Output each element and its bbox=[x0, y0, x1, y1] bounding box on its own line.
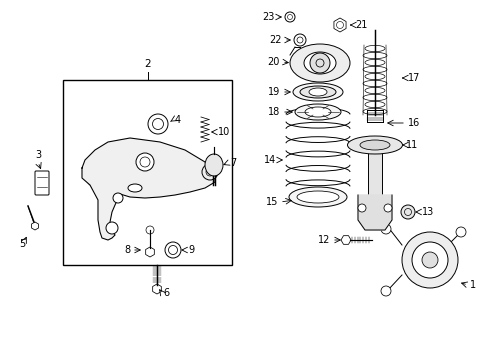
Text: 13: 13 bbox=[422, 207, 434, 217]
Text: 4: 4 bbox=[175, 115, 181, 125]
Text: 10: 10 bbox=[218, 127, 230, 137]
Circle shape bbox=[384, 204, 392, 212]
Circle shape bbox=[381, 224, 391, 234]
Ellipse shape bbox=[293, 83, 343, 101]
Ellipse shape bbox=[347, 136, 402, 154]
Text: 23: 23 bbox=[263, 12, 275, 22]
Circle shape bbox=[136, 153, 154, 171]
Circle shape bbox=[358, 204, 366, 212]
Ellipse shape bbox=[297, 191, 339, 203]
Circle shape bbox=[202, 164, 218, 180]
Text: 19: 19 bbox=[268, 87, 280, 97]
Text: 18: 18 bbox=[268, 107, 280, 117]
Ellipse shape bbox=[304, 52, 336, 74]
Ellipse shape bbox=[360, 140, 390, 150]
Text: 6: 6 bbox=[163, 288, 169, 298]
Text: 15: 15 bbox=[266, 197, 278, 207]
Text: 17: 17 bbox=[408, 73, 420, 83]
Ellipse shape bbox=[300, 86, 336, 98]
Text: 8: 8 bbox=[124, 245, 130, 255]
Polygon shape bbox=[82, 138, 215, 240]
Bar bbox=[63, 80, 232, 265]
Text: 5: 5 bbox=[19, 239, 25, 249]
Ellipse shape bbox=[295, 104, 341, 120]
Circle shape bbox=[401, 205, 415, 219]
Text: 12: 12 bbox=[318, 235, 330, 245]
Text: 16: 16 bbox=[408, 118, 420, 128]
Text: 20: 20 bbox=[268, 57, 280, 67]
Circle shape bbox=[113, 193, 123, 203]
Ellipse shape bbox=[289, 187, 347, 207]
Circle shape bbox=[456, 227, 466, 237]
Ellipse shape bbox=[290, 44, 350, 82]
Ellipse shape bbox=[205, 154, 223, 176]
Ellipse shape bbox=[309, 88, 327, 96]
Text: 9: 9 bbox=[188, 245, 194, 255]
Circle shape bbox=[381, 286, 391, 296]
Circle shape bbox=[412, 242, 448, 278]
Circle shape bbox=[402, 232, 458, 288]
Text: 3: 3 bbox=[35, 150, 41, 160]
Polygon shape bbox=[358, 195, 392, 230]
Text: 21: 21 bbox=[355, 20, 368, 30]
Bar bbox=[368, 145, 382, 225]
Text: 2: 2 bbox=[145, 59, 151, 69]
Ellipse shape bbox=[305, 107, 331, 117]
Text: 14: 14 bbox=[264, 155, 276, 165]
Circle shape bbox=[422, 252, 438, 268]
Circle shape bbox=[310, 53, 330, 73]
Text: 22: 22 bbox=[270, 35, 282, 45]
Text: 11: 11 bbox=[406, 140, 418, 150]
Text: 1: 1 bbox=[470, 280, 476, 290]
Circle shape bbox=[106, 222, 118, 234]
Text: 7: 7 bbox=[230, 158, 236, 168]
Ellipse shape bbox=[128, 184, 142, 192]
